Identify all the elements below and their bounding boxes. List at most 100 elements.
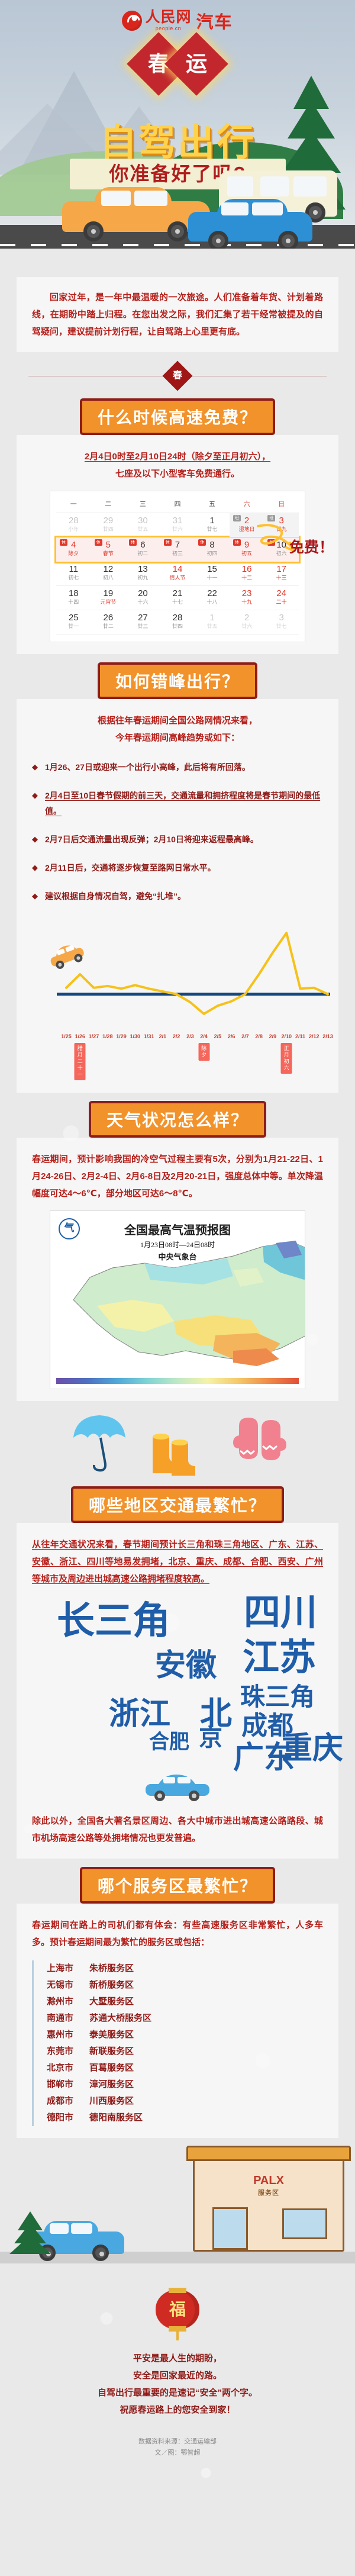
calendar-day-number: 18 — [68, 588, 79, 598]
calendar-day-cell[interactable]: 25 廿一 — [56, 610, 91, 635]
calendar-day-lunar: 廿五 — [137, 526, 149, 532]
calendar-day-cell[interactable]: 休 6 初二 — [125, 537, 160, 562]
calendar-day-lunar: 春节 — [102, 550, 114, 556]
service-area-row: 东莞市 新联服务区 — [47, 2043, 323, 2060]
service-area-list: 上海市 朱桥服务区 无锡市 新桥服务区 滁州市 大墅服务区 南通市 苏通大桥服务区 惠州市 泰美服… — [32, 1960, 323, 2126]
calendar-day-cell[interactable]: 11 初七 — [56, 561, 91, 586]
region-word: 广东 — [233, 1741, 295, 1775]
calendar-day-number: 22 — [207, 588, 217, 598]
calendar-day-cell[interactable]: 休 5 春节 — [91, 537, 126, 562]
footer-line: 祝愿春运路上的您安全到家！ — [120, 2405, 235, 2415]
calendar-day-cell[interactable]: 24 二十 — [264, 585, 299, 610]
section-heading-service-areas[interactable]: 哪个服务区最繁忙？ — [79, 1867, 275, 1904]
service-area-city: 上海市 — [47, 1963, 74, 1973]
calendar-weekday-header: 六 — [229, 496, 264, 513]
weather-panel: 春运期间，预计影响我国的冷空气过程主要有5次，分别为1月21-22日、1月24-… — [17, 1138, 338, 1401]
map-color-legend — [56, 1378, 299, 1384]
calendar-day-cell[interactable]: 31 廿六 — [160, 513, 195, 537]
section-heading-weather[interactable]: 天气状况怎么样？ — [88, 1101, 266, 1138]
calendar-day-lunar: 十八 — [206, 599, 218, 605]
calendar-day-cell[interactable]: 28 小年 — [56, 513, 91, 537]
calendar-day-cell[interactable]: 12 初八 — [91, 561, 126, 586]
calendar-day-cell[interactable]: 17 十三 — [264, 561, 299, 586]
off-peak-bullet: 建议根据自身情况自驾，避免“扎堆”。 — [32, 888, 323, 904]
chart-annotation-tag: 腊月二十一 — [74, 1043, 86, 1080]
service-area-name: 苏通大桥服务区 — [89, 2013, 152, 2023]
calendar-day-cell[interactable]: 16 十二 — [229, 561, 264, 586]
hero-title: 自驾出行 — [99, 122, 256, 163]
calendar-day-badge: 休 — [163, 539, 172, 546]
festival-diamonds: 春运 — [0, 32, 355, 112]
service-area-city: 惠州市 — [47, 2030, 74, 2040]
hero-banner: 人民网 people.cn 汽车 春运 自驾出行 你准备好了吗? — [0, 0, 355, 249]
site-logo[interactable]: 人民网 people.cn 汽车 — [0, 8, 355, 33]
calendar-day-cell[interactable]: 休 9 初五 — [229, 537, 264, 562]
calendar-day-cell[interactable]: 休 7 初三 — [160, 537, 195, 562]
building-window — [282, 2208, 327, 2239]
service-areas-text: 春运期间在路上的司机们都有体会：有些高速服务区非常繁忙，人多车多。预计春运期间最… — [32, 1920, 323, 1947]
calendar-day-cell[interactable]: 27 廿三 — [125, 610, 160, 635]
calendar-day-cell[interactable]: 30 廿五 — [125, 513, 160, 537]
winter-items-illustration — [0, 1412, 355, 1478]
calendar-day-cell[interactable]: 28 廿四 — [160, 610, 195, 635]
calendar-day-cell[interactable]: 18 十四 — [56, 585, 91, 610]
calendar-day-number: 28 — [172, 613, 183, 623]
section-heading-busy-regions[interactable]: 哪些地区交通最繁忙？ — [70, 1486, 284, 1523]
calendar-day-lunar: 湿地日 — [238, 526, 255, 532]
calendar-day-cell[interactable]: 14 情人节 — [160, 561, 195, 586]
calendar-week-row: 休 4 除夕休 5 春节休 6 初二休 7 初三休 8 初四休 9 初五休 10 初六 — [54, 535, 301, 564]
chart-x-tick-label: 2/3 — [186, 1033, 194, 1039]
calendar-day-lunar: 廿七 — [206, 526, 218, 532]
section-heading-off-peak[interactable]: 如何错峰出行？ — [97, 662, 257, 699]
calendar-day-number: 27 — [138, 613, 148, 623]
service-sign: PALX 服务区 — [195, 2174, 343, 2197]
calendar-day-cell[interactable]: 23 十九 — [229, 585, 264, 610]
calendar-day-cell[interactable]: 20 十六 — [125, 585, 160, 610]
service-area-name: 朱桥服务区 — [89, 1963, 134, 1973]
calendar-day-cell[interactable]: 2 廿六 — [229, 610, 264, 635]
free-highway-line1: 2月4日0时至2月10日24时（除夕至正月初六）， — [84, 452, 271, 462]
calendar-day-number: 3 — [279, 613, 284, 623]
calendar-day-lunar: 初二 — [137, 550, 149, 556]
calendar-day-lunar: 廿五 — [206, 623, 218, 629]
service-area-city: 无锡市 — [47, 1980, 74, 1990]
calendar-day-cell[interactable]: 22 十八 — [195, 585, 230, 610]
calendar-day-badge: 休 — [60, 539, 67, 546]
calendar-day-cell[interactable]: 13 初九 — [125, 561, 160, 586]
calendar-day-cell[interactable]: 29 廿四 — [91, 513, 126, 537]
calendar-day-lunar: 初七 — [68, 575, 79, 581]
chart-x-tick-label: 2/2 — [172, 1033, 180, 1039]
ground-strip — [0, 2252, 355, 2263]
calendar-day-number: 10 — [276, 540, 287, 550]
service-area-scene: PALX 服务区 — [0, 2138, 355, 2274]
calendar-day-cell[interactable]: 19 元宵节 — [91, 585, 126, 610]
section-heading-free-highway[interactable]: 什么时候高速免费？ — [79, 398, 275, 435]
calendar-day-cell[interactable]: 26 廿二 — [91, 610, 126, 635]
calendar-day-cell[interactable]: 1 廿五 — [195, 610, 230, 635]
calendar-day-lunar: 初三 — [172, 550, 183, 556]
service-area-name: 川西服务区 — [89, 2096, 134, 2106]
calendar-day-cell[interactable]: 班 2 湿地日 — [229, 513, 264, 537]
footer-line: 安全是回家最近的路。 — [133, 2371, 222, 2381]
calendar-day-number: 24 — [276, 588, 287, 598]
chart-annotation-tag: 正月初六 — [280, 1043, 292, 1074]
calendar-table: 一二三四五六日 28 小年 29 廿四 30 廿五 31 廿六 1 廿七班 2 湿地日班 3 廿九休 4 除夕… — [54, 496, 301, 635]
calendar-day-cell[interactable]: 休 4 除夕 — [56, 537, 91, 562]
service-area-name: 百葛服务区 — [89, 2063, 134, 2073]
calendar-day-number: 31 — [172, 516, 183, 526]
credit-data-source: 数据资料来源：交通运输部 — [138, 2438, 217, 2445]
calendar-day-cell[interactable]: 21 十七 — [160, 585, 195, 610]
calendar-weekday-header: 三 — [125, 496, 160, 513]
calendar-day-lunar: 十三 — [276, 575, 287, 581]
off-peak-bullet: 2月4日至10日春节假期的前三天，交通流量和拥挤程度将是春节期间的最低值。 — [32, 788, 323, 819]
calendar-widget[interactable]: 一二三四五六日 28 小年 29 廿四 30 廿五 31 廿六 1 廿七班 2 湿地日班 3 廿九休 4 除夕… — [50, 491, 305, 642]
calendar-day-cell[interactable]: 3 廿七 — [264, 610, 299, 635]
service-building: PALX 服务区 — [186, 2146, 351, 2252]
pine-tree-icon — [9, 2211, 51, 2254]
calendar-day-cell[interactable]: 15 十一 — [195, 561, 230, 586]
calendar-day-cell[interactable]: 1 廿七 — [195, 513, 230, 537]
calendar-day-cell[interactable]: 休 8 初四 — [195, 537, 230, 562]
temperature-map[interactable]: 气 全国最高气温预报图 1月23日08时—24日08时 中央气象台 — [50, 1210, 305, 1389]
calendar-day-number: 2 — [244, 516, 250, 526]
free-highway-line2: 七座及以下小型客车免费通行。 — [115, 469, 240, 479]
